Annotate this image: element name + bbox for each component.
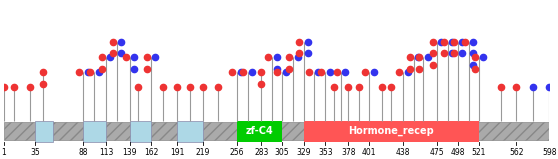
Text: 139: 139 [123, 148, 137, 157]
Text: 162: 162 [144, 148, 158, 157]
Text: 498: 498 [451, 148, 465, 157]
Text: 329: 329 [296, 148, 311, 157]
Text: 256: 256 [229, 148, 244, 157]
Text: 598: 598 [542, 148, 557, 157]
Bar [304, 121, 479, 142]
Text: 283: 283 [254, 148, 268, 157]
Text: 305: 305 [275, 148, 289, 157]
Text: 219: 219 [196, 148, 210, 157]
Bar [83, 121, 106, 142]
Bar [4, 122, 550, 140]
Bar [237, 121, 282, 142]
Bar [177, 121, 203, 142]
Bar [130, 121, 151, 142]
Text: 401: 401 [362, 148, 377, 157]
Text: 562: 562 [509, 148, 524, 157]
Bar [35, 121, 53, 142]
Text: 113: 113 [99, 148, 113, 157]
Text: 521: 521 [472, 148, 486, 157]
Text: 1: 1 [1, 148, 6, 157]
Text: 438: 438 [396, 148, 410, 157]
Text: 191: 191 [170, 148, 185, 157]
Text: zf-C4: zf-C4 [246, 126, 273, 136]
Text: 35: 35 [30, 148, 40, 157]
Text: Hormone_recep: Hormone_recep [348, 126, 434, 136]
Text: 88: 88 [79, 148, 88, 157]
Text: 378: 378 [341, 148, 355, 157]
Text: 475: 475 [430, 148, 444, 157]
Text: 353: 353 [318, 148, 333, 157]
